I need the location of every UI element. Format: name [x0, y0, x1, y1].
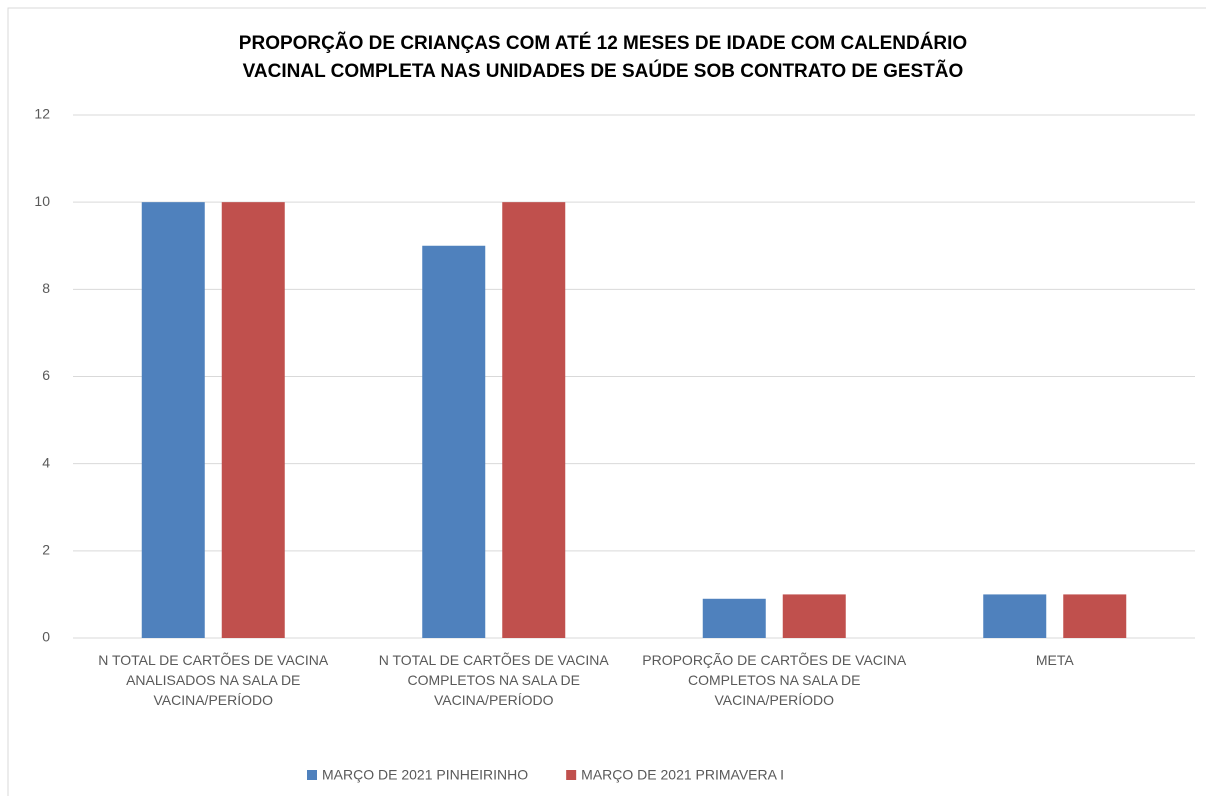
- legend-swatch: [307, 770, 317, 780]
- y-tick-label: 2: [42, 542, 50, 558]
- legend-label: MARÇO DE 2021 PRIMAVERA I: [581, 767, 784, 783]
- x-tick-label: META: [1035, 652, 1074, 668]
- y-tick-label: 12: [34, 106, 50, 122]
- bar: [502, 202, 566, 638]
- y-tick-label: 4: [42, 454, 50, 470]
- bar: [422, 245, 486, 638]
- x-tick-label: PROPORÇÃO DE CARTÕES DE VACINA COMPLETOS…: [642, 652, 907, 708]
- y-tick-label: 8: [42, 280, 50, 296]
- bar: [782, 594, 846, 638]
- x-tick-label: N TOTAL DE CARTÕES DE VACINA COMPLETOS N…: [378, 652, 609, 708]
- chart-border: [7, 7, 1206, 796]
- bar: [1063, 594, 1127, 638]
- y-tick-label: 6: [42, 367, 50, 383]
- legend-swatch: [566, 770, 577, 780]
- bar: [141, 202, 205, 638]
- x-tick-label: N TOTAL DE CARTÕES DE VACINA ANALISADOS …: [98, 652, 329, 708]
- legend-label: MARÇO DE 2021 PINHEIRINHO: [322, 767, 528, 783]
- chart-title: PROPORÇÃO DE CRIANÇAS COM ATÉ 12 MESES D…: [238, 33, 968, 82]
- y-tick-label: 0: [42, 629, 50, 645]
- bar: [702, 598, 766, 638]
- bar: [983, 594, 1047, 638]
- y-tick-label: 10: [34, 193, 50, 209]
- bar: [221, 202, 285, 638]
